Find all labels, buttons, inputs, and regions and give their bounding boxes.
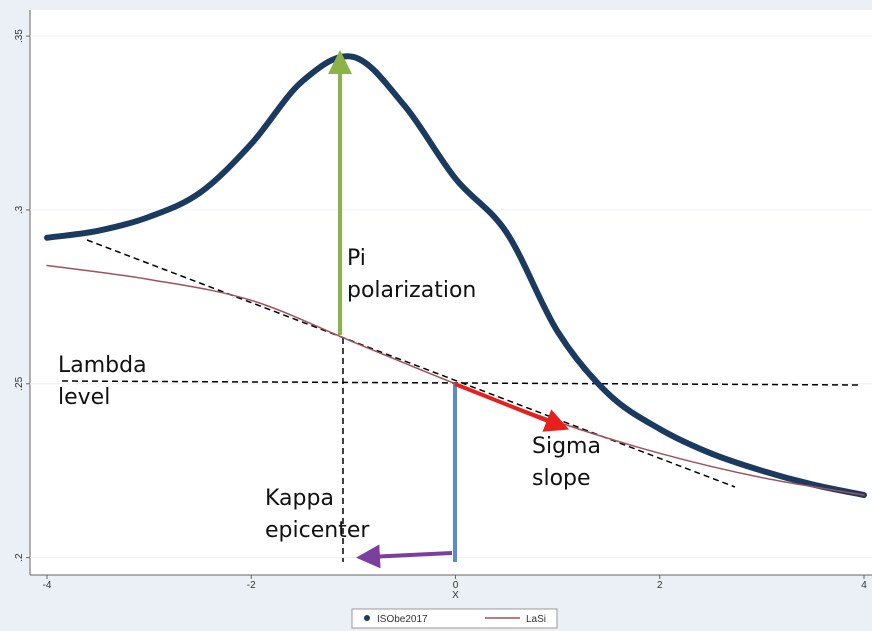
line-series [44,53,867,499]
plot-area [30,10,872,575]
x-tick-label: -4 [43,580,52,591]
legend-box [351,608,558,629]
guide-dashed [61,380,861,386]
arrow [454,382,570,432]
annotation: Lambda [58,353,147,378]
y-tick-label: .25 [14,376,25,390]
annotation: Sigma [532,434,601,459]
guide-dashed [86,239,736,488]
arrow [356,544,453,569]
y-tick-label: .3 [14,205,25,214]
x-tick-label: -2 [247,580,256,591]
x-tick-label: 2 [657,580,663,591]
annotation: level [58,385,110,410]
y-tick-label: .2 [14,553,25,562]
x-tick-label: 4 [861,580,867,591]
legend-label: ISObe2017 [377,614,428,625]
x-tick-label: 0 [453,580,459,591]
annotation: slope [532,466,591,491]
x-axis-label: X [452,590,459,601]
annotation: polarization [347,278,476,303]
y-tick-label: .35 [14,29,25,43]
annotation: epicenter [265,518,370,543]
legend-marker [364,615,370,621]
annotation: Pi [347,246,366,271]
legend-label: LaSi [526,614,546,625]
annotation: Kappa [265,486,334,511]
